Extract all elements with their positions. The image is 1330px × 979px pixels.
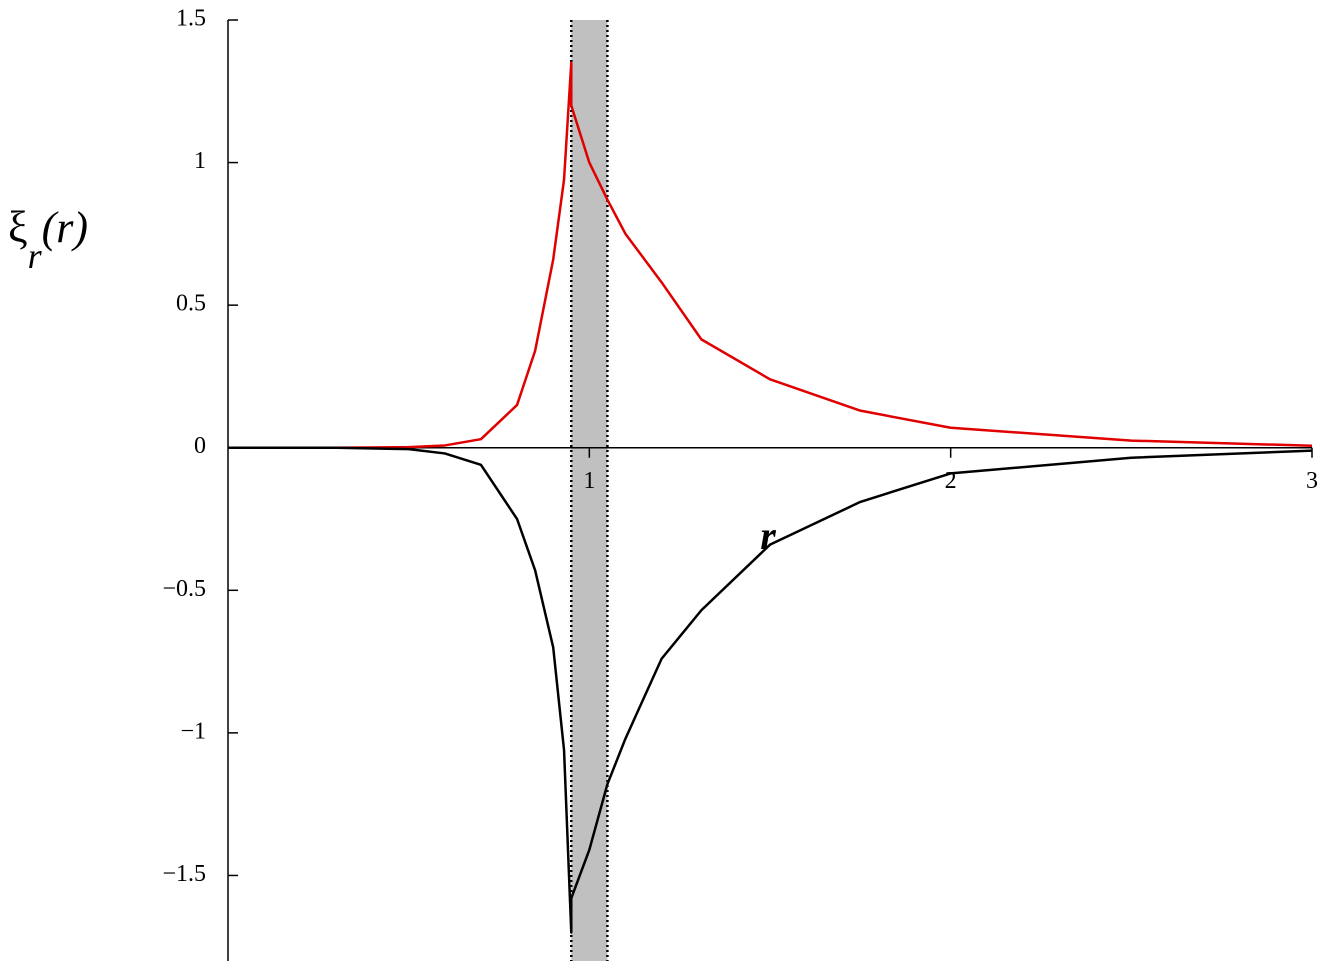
y-tick-label: 0.5 xyxy=(176,291,206,317)
y-label-symbol: ξ xyxy=(8,203,28,252)
y-tick-label: −1 xyxy=(180,718,206,744)
x-tick-label: 1 xyxy=(583,468,595,494)
y-tick-label: 1 xyxy=(194,148,206,174)
x-tick-label: 3 xyxy=(1306,468,1318,494)
x-axis-label: r xyxy=(760,513,776,558)
y-tick-label: 0 xyxy=(194,433,206,459)
y-tick-label: 1.5 xyxy=(176,6,206,32)
y-label-sub: r xyxy=(28,236,43,276)
y-tick-label: −1.5 xyxy=(162,861,206,887)
y-axis-label: ξr(r) xyxy=(8,203,88,276)
y-label-arg: (r) xyxy=(42,203,88,252)
curve xyxy=(228,61,1313,449)
curve xyxy=(228,446,1313,934)
y-tick-label: −0.5 xyxy=(162,576,206,602)
